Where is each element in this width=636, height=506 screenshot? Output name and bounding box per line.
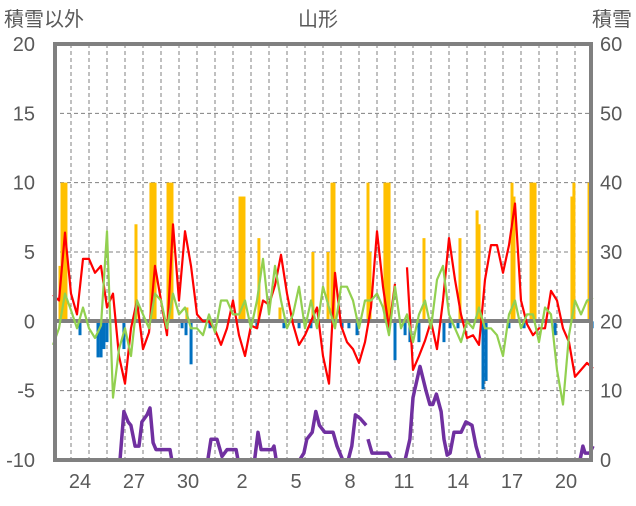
x-tick-label: 30 (177, 471, 199, 493)
left-tick-label: 20 (13, 34, 35, 56)
blue-bar (102, 321, 106, 350)
blue-bar (282, 321, 286, 329)
gridlines (53, 44, 593, 460)
orange-bar (572, 182, 576, 322)
left-tick-label: 5 (24, 242, 35, 264)
chart-title: 山形 (298, 8, 338, 31)
x-tick-label: 24 (69, 471, 91, 493)
orange-bar (240, 196, 244, 322)
x-tick-label: 2 (236, 471, 247, 493)
x-tick-label: 11 (394, 471, 415, 493)
left-axis-title: 積雪以外 (4, 8, 84, 31)
orange-bar (510, 182, 514, 322)
blue-bar (417, 321, 421, 343)
blue-bar (99, 321, 103, 358)
orange-bar (149, 182, 153, 322)
orange-bar (570, 196, 574, 322)
orange-bar (458, 238, 462, 322)
orange-bar (422, 238, 426, 322)
orange-bar (477, 224, 481, 322)
orange-bar (242, 196, 246, 322)
orange-bar (512, 196, 516, 322)
right-tick-label: 50 (600, 103, 622, 125)
orange-bar (531, 182, 535, 322)
orange-bar (166, 182, 170, 322)
blue-bar (309, 321, 313, 329)
orange-bar (238, 196, 242, 322)
blue-bar (355, 321, 359, 336)
right-tick-label: 10 (600, 381, 622, 403)
blue-bar (105, 321, 109, 343)
right-tick-label: 30 (600, 242, 622, 264)
orange-bar (383, 182, 387, 322)
x-tick-label: 14 (447, 471, 469, 493)
blue-bar (340, 321, 344, 329)
blue-bar (189, 321, 193, 365)
blue-bar (448, 321, 452, 329)
blue-bar (522, 321, 526, 329)
left-tick-label: -10 (6, 450, 35, 472)
blue-bar (96, 321, 100, 358)
blue-bar (484, 321, 488, 381)
blue-bar (347, 321, 351, 329)
x-tick-label: 20 (555, 471, 577, 493)
blue-bar (481, 321, 485, 390)
orange-bar (366, 182, 370, 322)
orange-bar (332, 182, 336, 322)
orange-bar (387, 182, 391, 322)
right-tick-label: 60 (600, 34, 622, 56)
right-tick-label: 20 (600, 311, 622, 333)
x-tick-label: 5 (290, 471, 301, 493)
blue-bar (393, 321, 397, 361)
left-tick-label: 0 (24, 311, 35, 333)
plot-frame (53, 42, 593, 462)
orange-bar (475, 210, 479, 322)
blue-bar (442, 321, 446, 343)
blue-bar (553, 321, 557, 336)
right-tick-label: 40 (600, 173, 622, 195)
orange-bar (151, 182, 155, 322)
blue-bar (208, 321, 212, 329)
left-tick-label: -5 (17, 381, 35, 403)
orange-bar (311, 252, 315, 322)
orange-bar (533, 182, 537, 322)
blue-bar (297, 321, 301, 329)
orange-bar (529, 182, 533, 322)
x-tick-label: 17 (501, 471, 523, 493)
orange-bar (168, 182, 172, 322)
x-tick-label: 8 (344, 471, 355, 493)
left-tick-label: 10 (13, 173, 35, 195)
blue-bar (180, 321, 184, 329)
orange-bar (330, 182, 334, 322)
right-tick-label: 0 (600, 450, 611, 472)
orange-bar (385, 182, 389, 322)
right-axis-title: 積雪 (592, 8, 632, 31)
orange-bar (134, 224, 138, 322)
orange-bar (153, 182, 157, 322)
blue-bar (184, 321, 188, 336)
orange-bar (326, 252, 330, 322)
blue-bar (78, 321, 82, 336)
orange-bar (368, 252, 372, 322)
green-line (51, 230, 594, 406)
x-tick-label: 27 (123, 471, 145, 493)
blue-bar (456, 321, 460, 329)
left-tick-label: 15 (13, 103, 35, 125)
blue-bar (507, 321, 511, 329)
orange-bar (278, 307, 282, 322)
orange-bar (60, 182, 64, 322)
blue-bar (403, 321, 407, 336)
